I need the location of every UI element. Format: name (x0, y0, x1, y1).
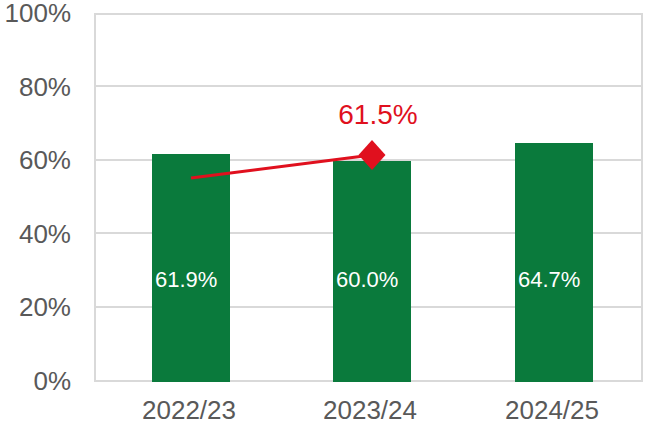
x-axis-tick-label: 2024/25 (467, 395, 637, 425)
y-axis-tick-label: 40% (0, 219, 71, 249)
percentage-bar-chart: 100% 80% 60% 40% 20% 0% 61.9% 60.0% 64.7… (0, 0, 648, 430)
y-axis-tick-label: 60% (0, 145, 71, 175)
bar-data-label: 64.7% (518, 268, 580, 292)
line-data-label: 61.5% (338, 101, 417, 129)
bar-2024-25: 64.7% (515, 143, 593, 382)
x-axis-tick-label: 2023/24 (285, 395, 455, 425)
x-axis-tick-label: 2022/23 (104, 395, 274, 425)
y-axis-tick-label: 100% (0, 0, 71, 28)
y-axis-tick-label: 0% (0, 366, 85, 396)
gridline (96, 85, 641, 87)
bar-2022-23: 61.9% (152, 154, 230, 382)
y-axis-tick-label: 20% (0, 292, 71, 322)
bar-data-label: 61.9% (155, 268, 217, 292)
bar-2023-24: 60.0% (333, 161, 411, 382)
bar-data-label: 60.0% (336, 268, 398, 292)
y-axis-tick-label: 80% (0, 72, 71, 102)
